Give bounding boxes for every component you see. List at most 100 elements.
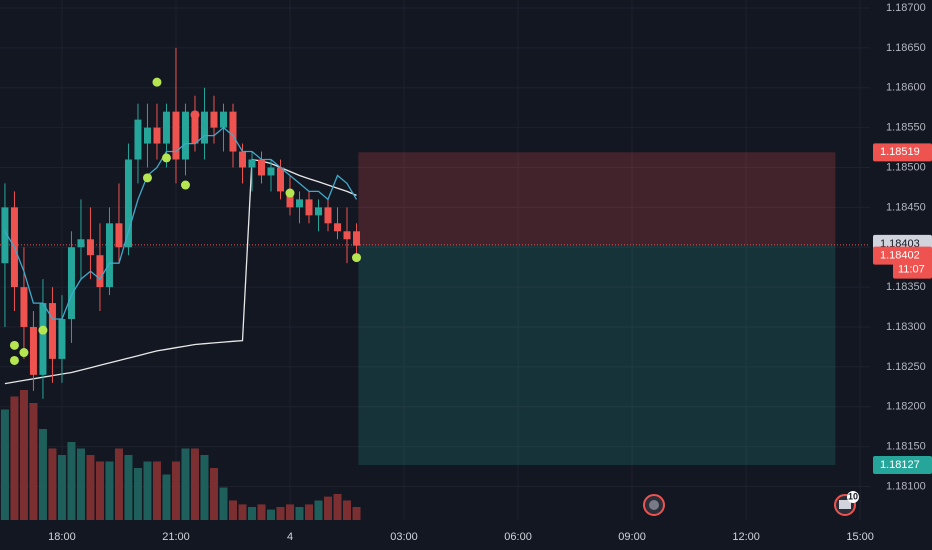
event-icon-inner [649,500,659,510]
y-tick-label: 1.18200 [886,401,926,413]
price-tag-label: 1.18127 [880,459,920,471]
volume-bar [162,474,171,520]
volume-bar [238,504,247,520]
y-tick-label: 1.18500 [886,161,926,173]
candle-body [267,167,275,176]
volume-bar [276,507,285,520]
indicator-dot [180,180,190,190]
volume-bar [124,455,133,520]
price-tag-label: 1.18519 [880,146,920,158]
candle-body [210,111,218,128]
volume-bar [295,507,304,520]
badge-label: 10 [848,491,858,501]
volume-bar [352,507,361,520]
y-tick-label: 1.18600 [886,82,926,94]
volume-bar [257,504,266,520]
x-tick-label: 06:00 [504,531,532,543]
candle-body [67,247,75,320]
candle-body [39,303,47,375]
volume-bar [247,507,256,520]
candle-body [153,127,161,144]
volume-bar [76,448,85,520]
candle-body [1,207,9,264]
x-tick-label: 4 [287,531,293,543]
x-tick-label: 03:00 [390,531,418,543]
y-tick-label: 1.18150 [886,441,926,453]
volume-bar [19,390,28,520]
y-tick-label: 1.18700 [886,2,926,14]
candle-body [20,287,28,327]
x-tick-label: 18:00 [48,531,76,543]
stop-zone [358,152,836,245]
candle-body [334,223,342,232]
x-tick-label: 21:00 [162,531,190,543]
volume-bar [105,461,114,520]
volume-bar [67,442,76,520]
y-tick-label: 1.18550 [886,122,926,134]
indicator-dot [9,340,19,350]
candle-body [86,239,94,256]
indicator-dot [9,355,19,365]
candle-body [315,207,323,216]
candle-body [276,167,284,192]
volume-bar [286,504,294,520]
target-zone [358,244,836,465]
candle-body [286,191,294,208]
volume-bar [57,455,66,520]
volume-bar [219,487,228,520]
volume-bar [0,409,9,520]
volume-bar [48,448,57,520]
y-tick-label: 1.18300 [886,321,926,333]
volume-bar [171,461,180,520]
indicator-dot [352,253,362,263]
candle-body [238,151,246,168]
candle-body [353,231,361,246]
volume-bar [314,500,323,520]
x-tick-label: 15:00 [846,531,874,543]
volume-bar [133,468,142,520]
volume-bar [333,494,342,520]
countdown-label: 11:07 [898,264,925,276]
candle-body [191,111,199,144]
badge [847,491,859,503]
candle-body [96,255,104,288]
volume-bar [324,496,333,520]
volume-bar [181,448,190,520]
candle-body [219,111,227,128]
candle-body [248,159,256,168]
volume-bar [29,403,38,520]
candle-body [134,119,142,160]
x-tick-label: 12:00 [732,531,760,543]
price-tag [873,455,932,474]
volume-bar [209,468,218,520]
candle-body [343,231,351,240]
candle-body [172,111,180,160]
y-tick-label: 1.18250 [886,361,926,373]
candle-body [257,159,265,176]
indicator-dot [19,348,29,358]
candle-body [143,127,151,144]
candle-body [105,223,113,288]
event-flag [839,500,851,509]
indicator-dot [161,153,171,163]
candle-body [58,319,66,359]
candle-body [229,111,237,152]
volume-bar [200,455,209,520]
price-tag-label: 1.18402 [880,250,920,262]
candle-body [324,207,332,224]
volume-bar [10,396,19,520]
countdown-tag [893,260,932,279]
price-tag [873,143,932,162]
indicator-dot [190,110,200,120]
candle-body [29,326,37,375]
volume-bar [228,500,237,520]
volume-bar [95,461,104,520]
indicator-dot [38,325,48,335]
volume-bar [305,504,314,520]
x-tick-label: 09:00 [618,531,646,543]
candle-body [296,199,304,208]
volume-bar [343,500,352,520]
